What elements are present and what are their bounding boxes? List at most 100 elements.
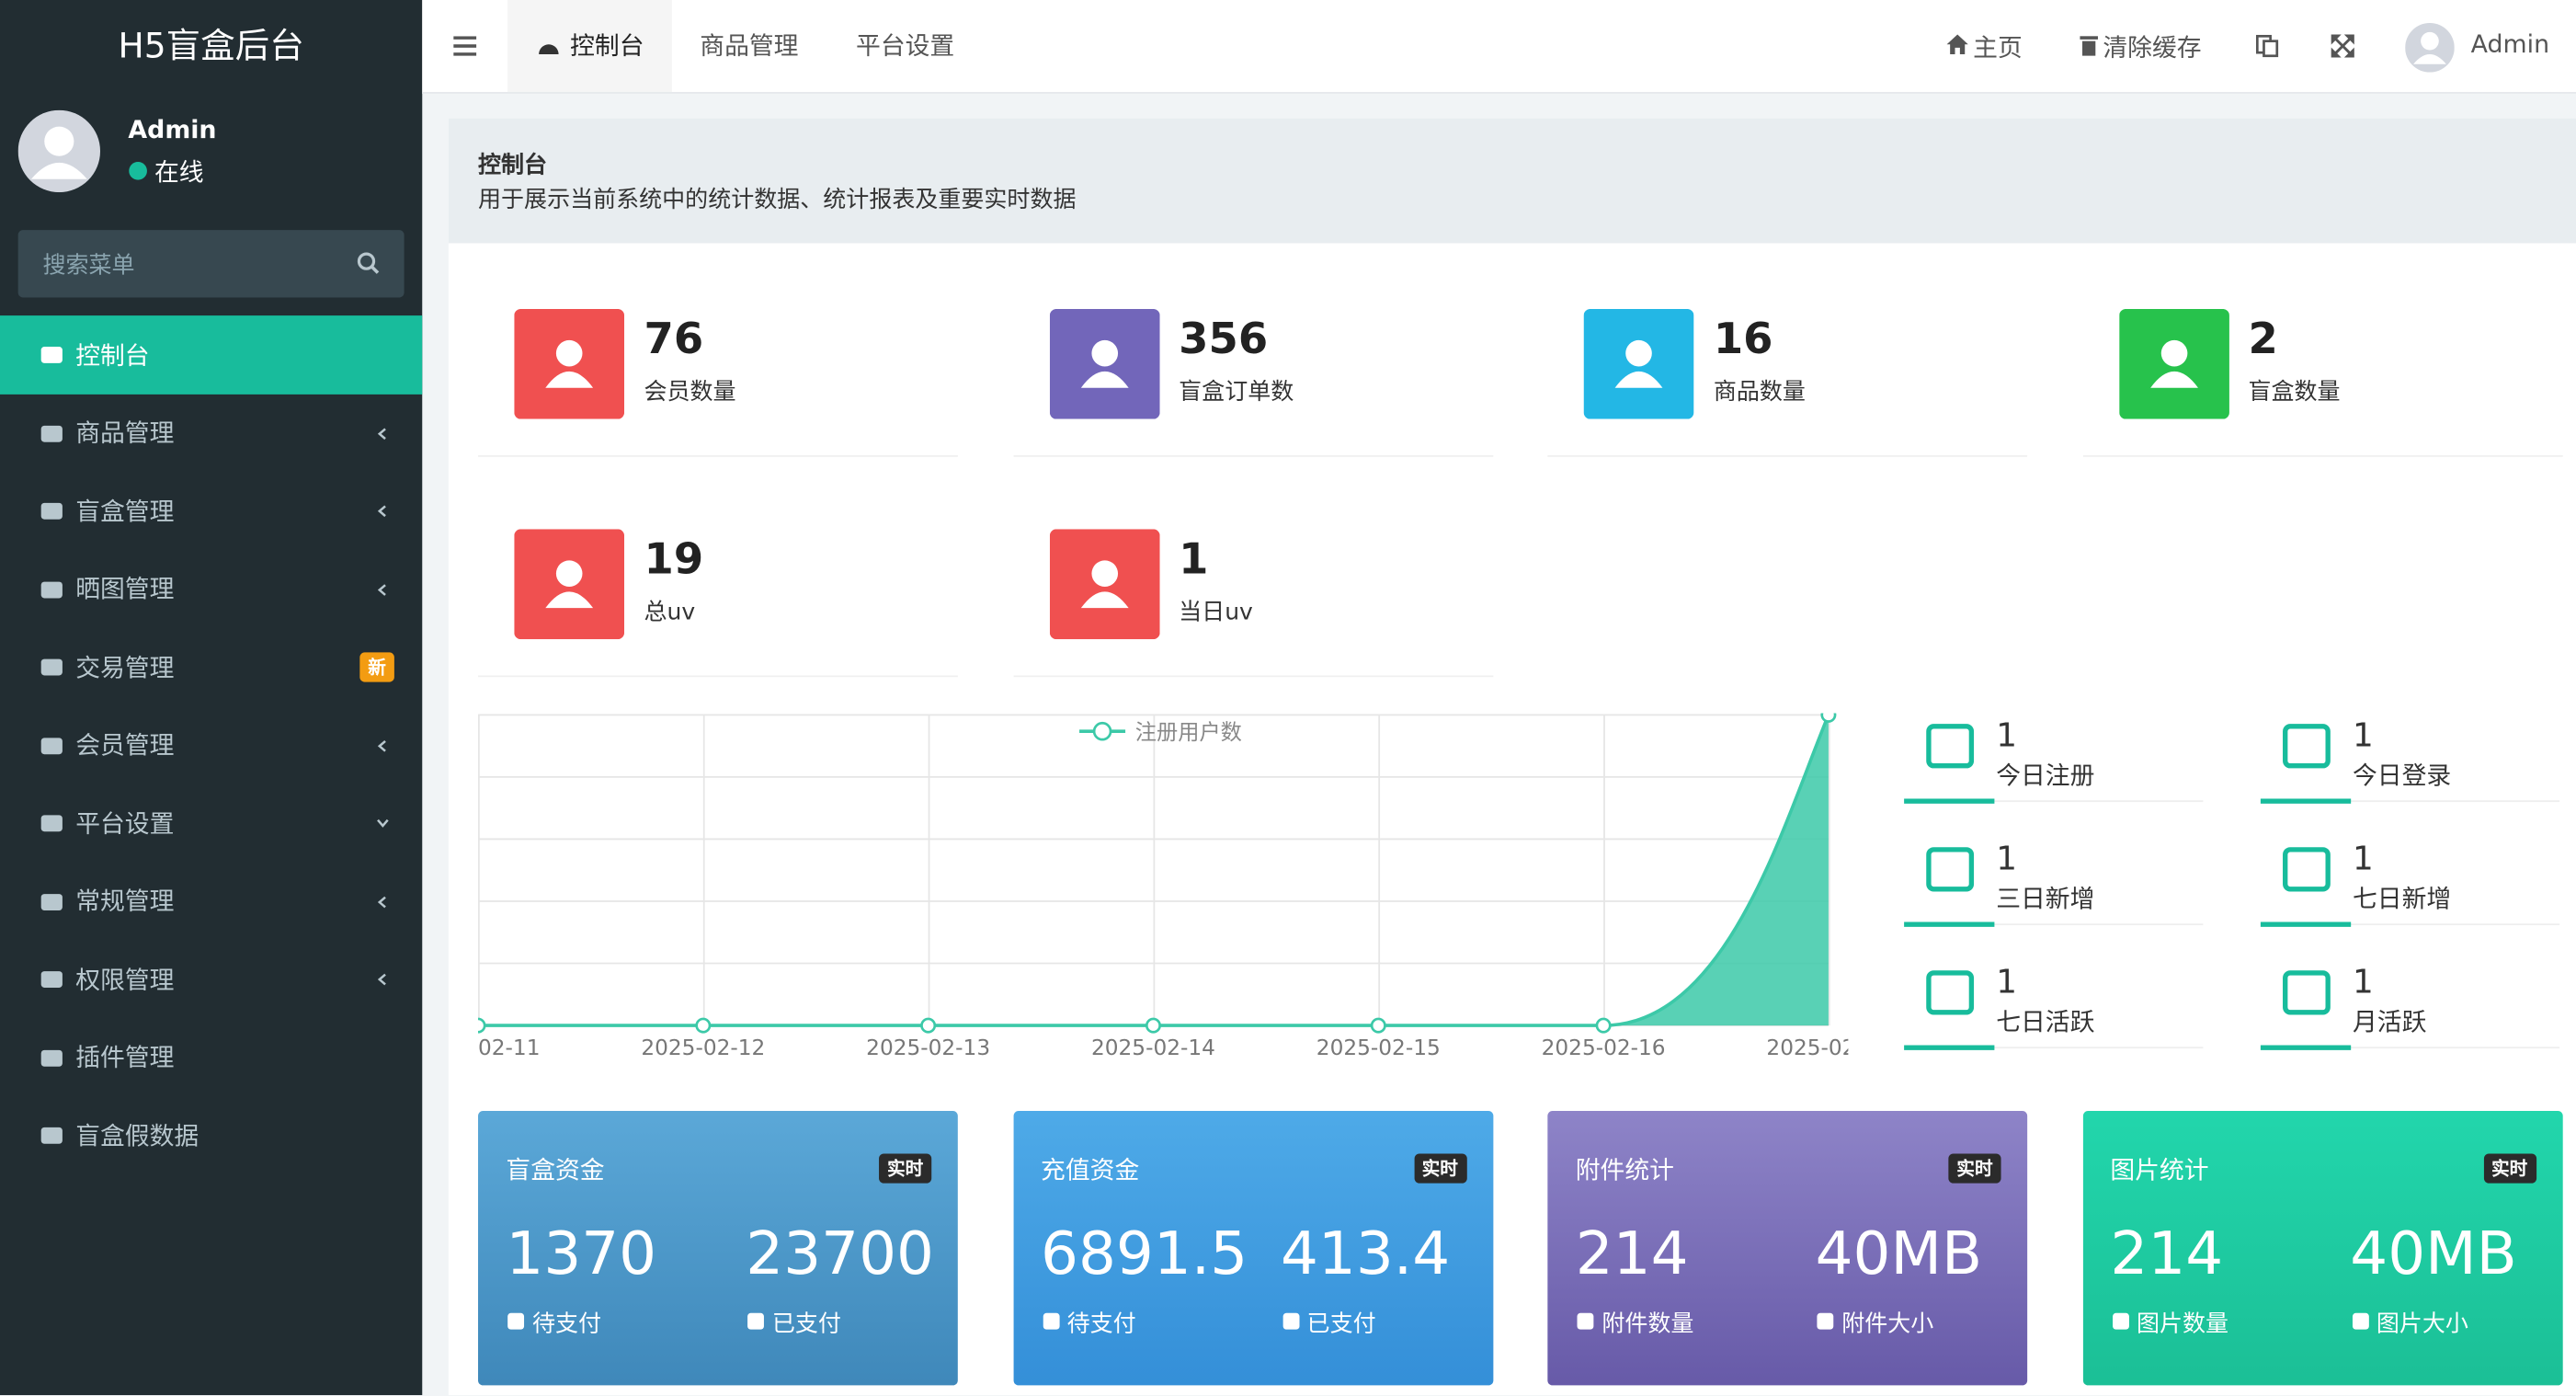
menu-badge: 新 (359, 651, 394, 682)
chevron-line (377, 505, 386, 518)
icon-shape (40, 580, 63, 598)
icon-shape (1926, 724, 1975, 769)
stat-card: 图片统计 实时 214 图片数量 40MB 图片大小 (2082, 1111, 2562, 1386)
card-label: 待支付 (531, 1311, 602, 1338)
card-badge: 实时 (2483, 1153, 2536, 1184)
mini-stat: 1 三日新增 (1904, 833, 2204, 927)
card-item-icon (1282, 1312, 1299, 1330)
menu-item[interactable]: 会员管理 (0, 706, 422, 784)
page-title: 控制台 (478, 153, 548, 179)
card-item-icon (507, 1312, 525, 1330)
menu-item[interactable]: 盲盒假数据 (0, 1096, 422, 1174)
icon-glyph (1614, 371, 1663, 388)
card-item-icon (2352, 1312, 2368, 1330)
menu-label: 平台设置 (75, 808, 175, 839)
clear-cache-link[interactable]: 清除缓存 (2103, 32, 2202, 63)
icon-glyph (2160, 339, 2187, 367)
card-label: 图片数量 (2136, 1311, 2229, 1338)
menu-item[interactable]: 控制台 (0, 315, 423, 394)
icon-glyph (555, 339, 583, 367)
chevron-line (377, 895, 386, 908)
header-user[interactable]: Admin (2470, 29, 2550, 60)
stat-card: 充值资金 实时 6891.5 待支付 413.4 已支付 (1012, 1111, 1493, 1386)
translate-icon[interactable] (2255, 34, 2279, 58)
icon-shape (40, 737, 63, 754)
chevron-line (377, 973, 386, 986)
icon-shape (2283, 970, 2331, 1015)
menu-toggle[interactable] (453, 36, 477, 56)
menu-icon (40, 815, 63, 832)
menu-item[interactable]: 交易管理 新 (0, 628, 422, 706)
card-value: 413.4 (1280, 1220, 1451, 1289)
fullscreen-icon[interactable] (2331, 34, 2354, 58)
mini-underline (1904, 923, 2204, 926)
mini-underline (1904, 1047, 2204, 1049)
mini-label: 今日登录 (2352, 761, 2452, 791)
menu-label: 盲盒假数据 (75, 1121, 199, 1151)
legend-marker (1092, 721, 1112, 741)
icon-shape (40, 347, 63, 363)
stat-label: 盲盒订单数 (1179, 379, 1294, 406)
mini-value: 1 (1996, 838, 2017, 878)
stat-label: 商品数量 (1713, 379, 1806, 406)
gauge (539, 44, 559, 54)
chevron (377, 739, 386, 751)
menu-label: 晒图管理 (75, 574, 175, 605)
card-value: 6891.5 (1041, 1220, 1248, 1289)
menu-item[interactable]: 晒图管理 (0, 550, 422, 628)
header-avatar[interactable] (2405, 23, 2455, 73)
tab[interactable]: 平台设置 (828, 0, 983, 92)
menu-icon (40, 1127, 63, 1144)
menu-label: 插件管理 (75, 1043, 175, 1073)
card-label: 已支付 (771, 1311, 841, 1338)
icon-shape (40, 971, 63, 988)
chevron-line (377, 427, 386, 440)
menu-label: 控制台 (75, 340, 150, 371)
user-name: Admin (128, 115, 217, 145)
search-box[interactable]: 搜索菜单 (17, 230, 405, 298)
icon-shape (40, 815, 63, 832)
menu-item[interactable]: 盲盒管理 (0, 472, 422, 550)
card-item-icon (1817, 1312, 1834, 1330)
card-value: 214 (1575, 1220, 1689, 1289)
menu-item[interactable]: 插件管理 (0, 1018, 422, 1096)
tab[interactable]: 控制台 (507, 0, 672, 93)
user-status: 在线 (154, 157, 204, 188)
icon-shape (1042, 1312, 1059, 1330)
mini-icon (1926, 847, 1975, 892)
mini-underline-accent (1904, 798, 1995, 804)
menu-item[interactable]: 常规管理 (0, 862, 422, 940)
stat-icon (1048, 308, 1159, 419)
home-link[interactable]: 主页 (1973, 32, 2023, 63)
mini-value: 1 (1996, 715, 2017, 755)
header: 控制台 商品管理 平台设置 主页 清除缓存 Admin (422, 0, 2576, 94)
icon-glyph (1625, 339, 1652, 367)
tab-label: 商品管理 (700, 30, 799, 62)
card-title: 附件统计 (1575, 1155, 1674, 1185)
mini-value: 1 (1996, 961, 2017, 1001)
stat-label: 会员数量 (644, 379, 736, 406)
stat-box: 2 盲盒数量 (2082, 273, 2562, 457)
icon-glyph (1090, 560, 1118, 587)
mini-icon (2283, 724, 2331, 769)
icon-shape (40, 658, 63, 676)
stat-box: 356 盲盒订单数 (1012, 273, 1493, 457)
x-tick-label: 2025-02-11 (478, 1036, 540, 1060)
menu-icon (40, 580, 63, 598)
stat-icon (1048, 529, 1159, 640)
chevron (377, 818, 389, 828)
menu-item[interactable]: 权限管理 (0, 940, 422, 1018)
menu-item[interactable]: 平台设置 (0, 784, 422, 862)
card-item-icon (2112, 1312, 2129, 1330)
mini-stat: 1 七日活跃 (1904, 956, 2204, 1050)
menu-item[interactable]: 商品管理 (0, 394, 422, 472)
chevron (377, 583, 386, 595)
x-tick-label: 2025-02-12 (641, 1036, 765, 1060)
menu-label: 权限管理 (75, 965, 175, 995)
menu-icon (40, 347, 63, 363)
stat-value: 19 (644, 535, 704, 586)
menu-icon (40, 737, 63, 754)
search-placeholder: 搜索菜单 (42, 253, 135, 280)
tab[interactable]: 商品管理 (672, 0, 826, 92)
